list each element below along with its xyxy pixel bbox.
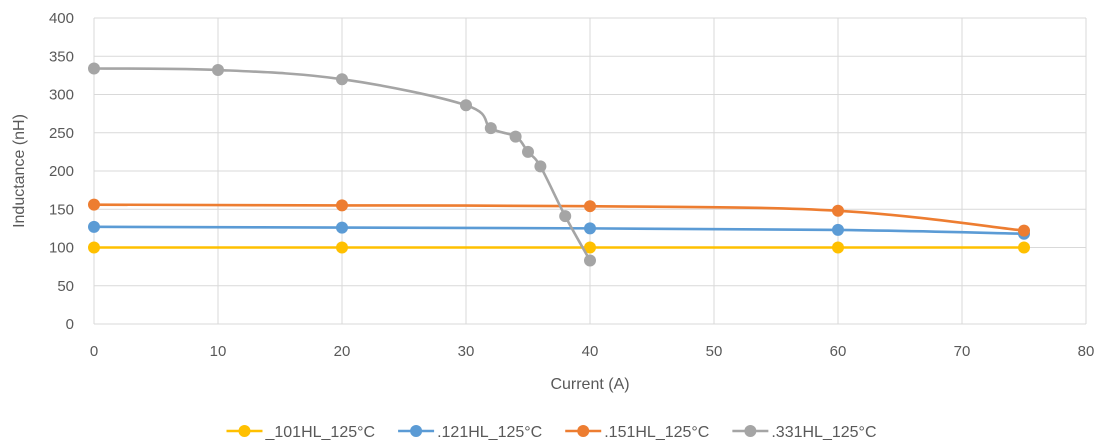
y-tick-label: 200 [49, 163, 74, 180]
x-tick-label: 10 [210, 343, 227, 360]
legend-swatch-marker [238, 425, 251, 437]
x-tick-label: 50 [706, 343, 723, 360]
data-point [522, 145, 534, 158]
data-point [460, 99, 472, 112]
data-point [88, 241, 100, 254]
y-tick-label: 150 [49, 201, 74, 218]
series-3 [88, 198, 1030, 237]
data-point [336, 221, 348, 234]
x-tick-label: 80 [1078, 343, 1095, 360]
x-tick-labels: 0 10 20 30 40 50 60 70 80 [90, 343, 1095, 360]
data-point [88, 220, 100, 233]
y-tick-label: 100 [49, 240, 74, 257]
y-tick-label: 250 [49, 125, 74, 142]
series-lines [88, 62, 1030, 267]
data-point [484, 122, 497, 135]
legend-swatch-marker [410, 425, 423, 437]
data-point [88, 62, 100, 75]
x-tick-label: 40 [582, 343, 599, 360]
x-tick-label: 20 [334, 343, 351, 360]
y-tick-label: 0 [66, 316, 74, 333]
data-point [559, 210, 572, 223]
legend-label: .331HL_125°C [771, 424, 876, 441]
data-point [832, 241, 844, 254]
legend-swatch-marker [744, 425, 757, 437]
data-point [584, 254, 596, 267]
x-axis-title: Current (A) [550, 376, 629, 393]
data-point [336, 73, 348, 86]
x-tick-label: 70 [954, 343, 971, 360]
legend-swatch-marker [577, 425, 590, 437]
data-point [534, 160, 547, 173]
legend-label: .151HL_125°C [604, 424, 709, 441]
data-point [1018, 241, 1030, 254]
data-point [832, 223, 844, 236]
legend-label: _101HL_125°C [264, 424, 375, 441]
data-point [584, 222, 596, 235]
y-tick-label: 350 [49, 48, 74, 65]
x-tick-label: 60 [830, 343, 847, 360]
y-tick-labels: 0 50 100 150 200 250 300 350 400 [49, 10, 74, 333]
data-point [832, 204, 844, 217]
x-tick-label: 0 [90, 343, 98, 360]
data-point [1018, 224, 1030, 237]
series-1 [88, 241, 1030, 254]
data-point [212, 64, 224, 77]
legend: _101HL_125°C .121HL_125°C .151HL_125°C .331… [226, 424, 877, 441]
data-point [584, 200, 596, 213]
y-axis-title: Inductance (nH) [11, 114, 28, 228]
data-point [336, 199, 348, 212]
series-4 [88, 62, 596, 267]
y-tick-label: 300 [49, 87, 74, 104]
series-line [93, 225, 1025, 236]
y-tick-label: 50 [57, 278, 74, 295]
data-point [336, 241, 348, 254]
data-point [88, 198, 100, 211]
data-point [584, 241, 596, 254]
gridlines [93, 17, 1087, 325]
data-point [509, 130, 522, 143]
x-tick-label: 30 [458, 343, 475, 360]
legend-label: .121HL_125°C [437, 424, 542, 441]
series-2 [88, 220, 1030, 240]
y-tick-label: 400 [49, 10, 74, 27]
